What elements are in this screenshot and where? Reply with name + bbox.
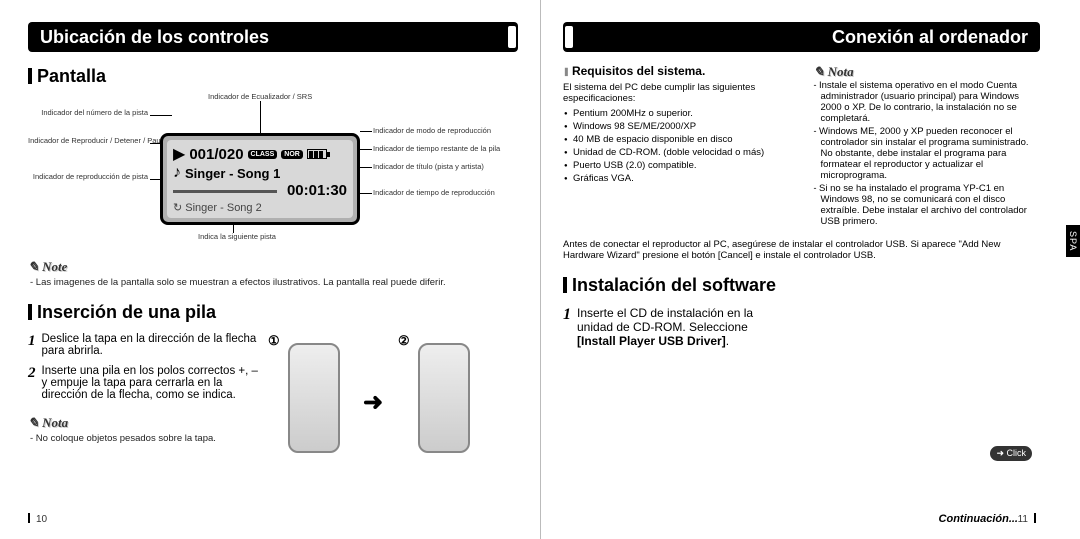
lcd-mock: ▶ 001/020 CLASS NOR ♪ Singer - Song 1: [160, 133, 360, 225]
page-right: Conexión al ordenador Requisitos del sis…: [540, 0, 1080, 539]
section-display: Pantalla Indicador del número de la pist…: [28, 66, 518, 288]
req-list: Pentium 200MHz o superior. Windows 98 SE…: [563, 108, 790, 184]
callout-songtitle: Indicador de título (pista y artista): [373, 163, 484, 171]
callout-tracknum: Indicador del número de la pista: [28, 109, 148, 117]
note-body-1: - Las imagenes de la pantalla solo se mu…: [28, 277, 518, 288]
nota-heading: Nota: [814, 64, 1041, 80]
req-item: Pentium 200MHz o superior.: [573, 108, 790, 119]
install-driver-bold: [Install Player USB Driver]: [577, 334, 726, 348]
section-battery: Inserción de una pila 1 Deslice la tapa …: [28, 302, 518, 444]
lcd-nor-icon: NOR: [281, 150, 303, 159]
page-left: Ubicación de los controles Pantalla Indi…: [0, 0, 540, 539]
step-text-1: Deslice la tapa en la dirección de la fl…: [42, 333, 259, 357]
step-num-1: 1: [28, 333, 36, 357]
battery-steps: 1 Deslice la tapa en la dirección de la …: [28, 333, 518, 409]
next-icon: ↻: [173, 202, 182, 214]
callout-time: Indicador de tiempo de reproducción: [373, 189, 495, 197]
req-intro: El sistema del PC debe cumplir las sigui…: [563, 82, 790, 104]
callout-playstop: Indicador de Reproducir / Detener / Paus…: [28, 137, 148, 145]
wizard-note: Antes de conectar el reproductor al PC, …: [563, 239, 1040, 261]
nota-item: Instale el sistema operativo en el modo …: [814, 80, 1041, 124]
device-illustration-2: [418, 343, 470, 453]
note-icon: ♪: [173, 164, 181, 182]
install-step-num: 1: [563, 306, 571, 348]
heading-battery: Inserción de una pila: [28, 302, 518, 323]
lcd-song2: Singer - Song 2: [185, 202, 261, 214]
req-item: Unidad de CD-ROM. (doble velocidad o más…: [573, 147, 790, 158]
requirements-col: Requisitos del sistema. El sistema del P…: [563, 64, 790, 229]
progress-bar: [173, 190, 277, 193]
nota-item: Windows ME, 2000 y XP pueden reconocer e…: [814, 126, 1041, 181]
nota-list: Instale el sistema operativo en el modo …: [814, 80, 1041, 227]
page-number-right: 11: [1018, 513, 1036, 525]
callout-playback: Indicador de reproducción de pista: [28, 173, 148, 181]
page-number-left: 10: [28, 513, 47, 525]
requirements-row: Requisitos del sistema. El sistema del P…: [563, 64, 1040, 229]
battery-figure: ① ② ➜: [268, 333, 518, 409]
wizard-text: Antes de conectar el reproductor al PC, …: [563, 239, 1000, 261]
heading-install: Instalación del software: [563, 275, 1040, 296]
arrow-icon: ➜: [363, 388, 383, 417]
click-badge: Click: [990, 446, 1032, 461]
nota-item: Si no se ha instalado el programa YP-C1 …: [814, 183, 1041, 227]
step-num-2: 2: [28, 365, 36, 401]
install-step-text: Inserte el CD de instalación en la unida…: [577, 306, 753, 334]
req-heading: Requisitos del sistema.: [563, 64, 790, 78]
titlebar-cap: [565, 26, 573, 48]
callout-playmode: Indicador de modo de reproducción: [373, 127, 491, 135]
continuation-label: Continuación...: [939, 513, 1018, 525]
lcd-time: 00:01:30: [287, 182, 347, 199]
lcd-class-icon: CLASS: [248, 150, 278, 159]
side-tab: SPA: [1066, 225, 1080, 257]
req-item: Puerto USB (2.0) compatible.: [573, 160, 790, 171]
title-bar-left: Ubicación de los controles: [28, 22, 518, 52]
device-illustration-1: [288, 343, 340, 453]
step-1: 1 Deslice la tapa en la dirección de la …: [28, 333, 258, 357]
lcd-song1: Singer - Song 1: [185, 166, 280, 181]
nota-col: Nota Instale el sistema operativo en el …: [814, 64, 1041, 229]
titlebar-cap: [508, 26, 516, 48]
req-item: Windows 98 SE/ME/2000/XP: [573, 121, 790, 132]
note-head-1: Note: [28, 259, 518, 275]
title-bar-right: Conexión al ordenador: [563, 22, 1040, 52]
install-step: 1 Inserte el CD de instalación en la uni…: [563, 306, 783, 348]
battery-icon: [307, 149, 327, 159]
callout-next: Indica la siguiente pista: [198, 233, 276, 241]
play-icon: ▶: [173, 144, 185, 164]
step-text-2: Inserte una pila en los polos correctos …: [42, 365, 259, 401]
req-item: 40 MB de espacio disponible en disco: [573, 134, 790, 145]
manual-spread: Ubicación de los controles Pantalla Indi…: [0, 0, 1080, 539]
heading-display: Pantalla: [28, 66, 518, 87]
fig-num-1: ①: [268, 333, 280, 349]
fig-num-2: ②: [398, 333, 410, 349]
callout-batt: Indicador de tiempo restante de la pila: [373, 145, 500, 153]
lcd-track: 001/020: [189, 146, 243, 163]
section-install: Instalación del software 1 Inserte el CD…: [563, 275, 1040, 356]
step-2: 2 Inserte una pila en los polos correcto…: [28, 365, 258, 401]
title-right: Conexión al ordenador: [832, 27, 1028, 48]
install-row: 1 Inserte el CD de instalación en la uni…: [563, 306, 1040, 356]
callout-eq: Indicador de Ecualizador / SRS: [208, 93, 312, 101]
req-item: Gráficas VGA.: [573, 173, 790, 184]
display-diagram: Indicador del número de la pista Indicad…: [28, 93, 518, 253]
title-left: Ubicación de los controles: [40, 27, 269, 48]
